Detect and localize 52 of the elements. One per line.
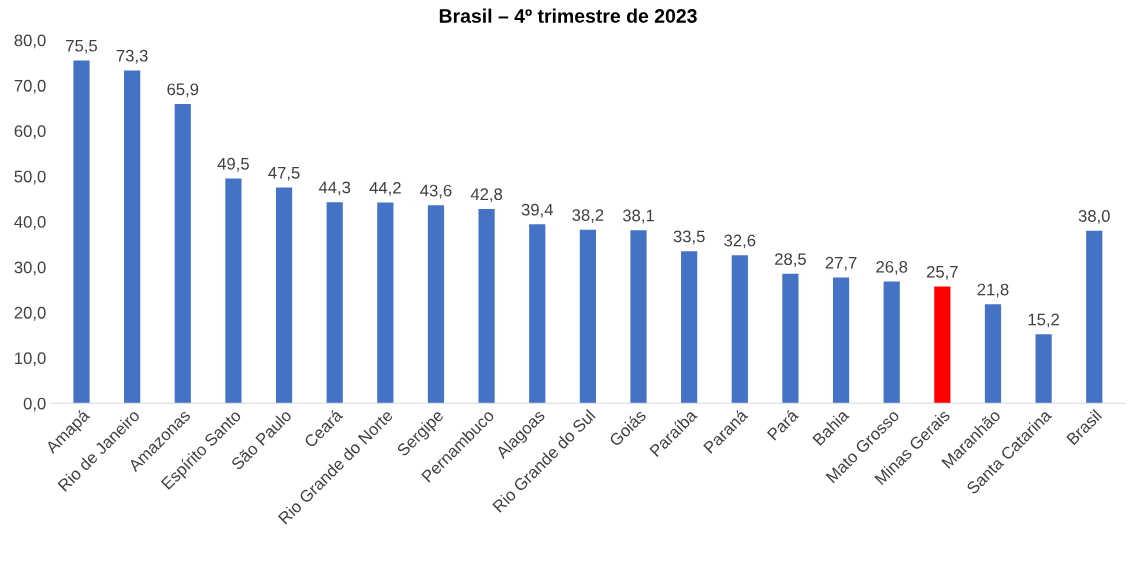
data-label: 27,7 — [825, 256, 857, 271]
data-label: 73,3 — [116, 49, 148, 64]
bar — [782, 273, 799, 404]
data-label: 38,1 — [622, 209, 654, 224]
bar — [832, 277, 850, 404]
bar — [73, 60, 90, 404]
bar — [984, 304, 1002, 404]
y-tick-label: 10,0 — [15, 352, 46, 367]
data-label: 28,5 — [775, 253, 806, 267]
y-tick-label: 30,0 — [14, 261, 46, 276]
bar — [630, 230, 647, 404]
data-label: 25,7 — [926, 265, 958, 280]
bar — [275, 187, 293, 404]
y-tick-label: 80,0 — [14, 34, 46, 49]
data-label: 75,5 — [66, 39, 98, 54]
data-label: 47,5 — [268, 167, 300, 181]
bar — [478, 208, 495, 404]
bar — [225, 178, 242, 404]
y-tick-label: 40,0 — [14, 216, 46, 230]
bar — [326, 202, 343, 404]
data-label: 38,2 — [572, 209, 604, 223]
bar — [579, 229, 596, 404]
y-tick-label: 0,0 — [23, 397, 46, 412]
bar — [377, 202, 394, 404]
data-label: 39,4 — [521, 203, 553, 218]
data-label: 44,3 — [318, 181, 351, 196]
data-label: 49,5 — [217, 157, 249, 172]
data-label: 32,6 — [724, 234, 756, 249]
bar — [1086, 230, 1103, 404]
data-label: 33,5 — [673, 230, 705, 245]
data-label: 65,9 — [167, 83, 199, 98]
bar — [427, 205, 445, 404]
y-tick-label: 20,0 — [14, 306, 46, 321]
bar — [883, 281, 900, 404]
data-label: 21,8 — [977, 283, 1009, 298]
y-tick-label: 70,0 — [14, 79, 46, 94]
data-label: 26,8 — [876, 260, 908, 275]
data-label: 44,2 — [369, 181, 401, 196]
bar — [681, 251, 698, 404]
y-tick-label: 60,0 — [14, 125, 46, 140]
data-label: 43,6 — [420, 184, 452, 199]
data-label: 15,2 — [1028, 313, 1059, 328]
data-label: 42,8 — [470, 188, 503, 203]
bar — [731, 255, 748, 404]
bar — [174, 104, 191, 404]
chart-title: Brasil – 4º trimestre de 2023 — [439, 8, 697, 23]
bar — [124, 70, 141, 404]
data-label: 38,0 — [1078, 210, 1110, 224]
y-tick-label: 50,0 — [14, 170, 46, 185]
bar — [1035, 334, 1052, 404]
bar — [934, 286, 951, 404]
bar — [529, 224, 546, 404]
